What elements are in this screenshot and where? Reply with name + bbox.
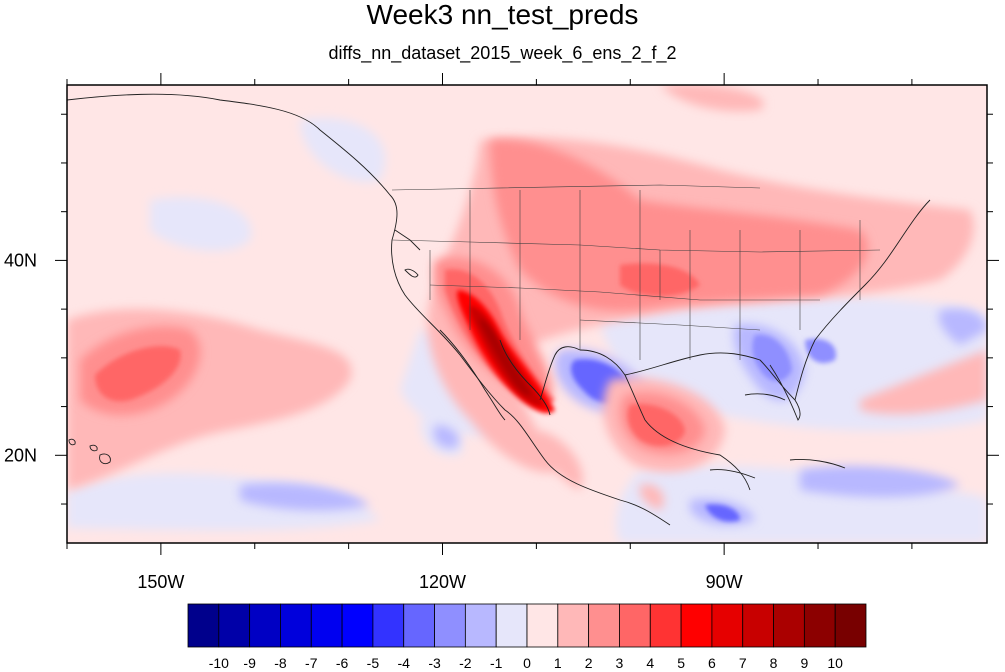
colorbar-box: [249, 603, 281, 648]
colorbar-label: 2: [585, 655, 593, 671]
colorbar-label: -9: [243, 655, 256, 671]
colorbar-label: 3: [616, 655, 624, 671]
state-borders: [391, 184, 881, 360]
x-tick-label: 120W: [419, 572, 466, 592]
colorbar: [187, 603, 867, 648]
colorbar-label: 5: [677, 655, 685, 671]
colorbar-label: -6: [336, 655, 349, 671]
colorbar-box: [680, 603, 713, 648]
colorbar-box: [434, 603, 466, 648]
colorbar-label: -7: [305, 655, 318, 671]
colorbar-label: 0: [523, 655, 531, 671]
colorbar-box: [588, 603, 620, 648]
map-frame: [66, 84, 988, 544]
colorbar-label: 10: [827, 655, 843, 671]
colorbar-label: -8: [274, 655, 287, 671]
y-tick-label: 40N: [4, 250, 37, 270]
colorbar-box: [711, 603, 744, 648]
colorbar-box: [341, 603, 374, 648]
colorbar-label: -2: [459, 655, 472, 671]
colorbar-labels: -10 -9 -8 -7 -6 -5 -4 -3 -2 -1 0 1 2 3 4 5 6 7 8 9 10: [209, 655, 843, 671]
colorbar-label: -5: [367, 655, 380, 671]
colorbar-box: [557, 603, 590, 648]
map-subtitle: diffs_nn_dataset_2015_week_6_ens_2_f_2: [328, 43, 677, 63]
colorbar-box: [834, 603, 867, 648]
difference-field: [67, 85, 987, 543]
colorbar-label: -1: [490, 655, 503, 671]
colorbar-box: [310, 603, 343, 648]
x-tick-label: 150W: [137, 572, 184, 592]
colorbar-box: [187, 603, 220, 648]
colorbar-box: [495, 603, 528, 648]
colorbar-box: [464, 603, 497, 648]
colorbar-label: -4: [398, 655, 411, 671]
colorbar-box: [372, 603, 405, 648]
y-tick-label: 20N: [4, 445, 37, 465]
colorbar-box: [773, 603, 805, 648]
colorbar-box: [742, 603, 774, 648]
axis-tick-labels: 150W 120W 90W 40N 20N: [4, 250, 743, 592]
colorbar-box: [619, 603, 651, 648]
colorbar-label: 1: [554, 655, 562, 671]
colorbar-box: [526, 603, 559, 648]
colorbar-label: -10: [209, 655, 229, 671]
colorbar-box: [218, 603, 251, 648]
colorbar-label: -3: [428, 655, 441, 671]
coastlines: [67, 93, 931, 526]
colorbar-box: [280, 603, 312, 648]
colorbar-label: 8: [770, 655, 778, 671]
colorbar-box: [403, 603, 435, 648]
colorbar-label: 6: [708, 655, 716, 671]
colorbar-box: [649, 603, 682, 648]
colorbar-box: [803, 603, 836, 648]
map-title: Week3 nn_test_preds: [366, 0, 639, 30]
colorbar-label: 7: [739, 655, 747, 671]
axis-ticks: [55, 73, 999, 555]
colorbar-label: 9: [800, 655, 808, 671]
x-tick-label: 90W: [706, 572, 743, 592]
colorbar-label: 4: [646, 655, 654, 671]
